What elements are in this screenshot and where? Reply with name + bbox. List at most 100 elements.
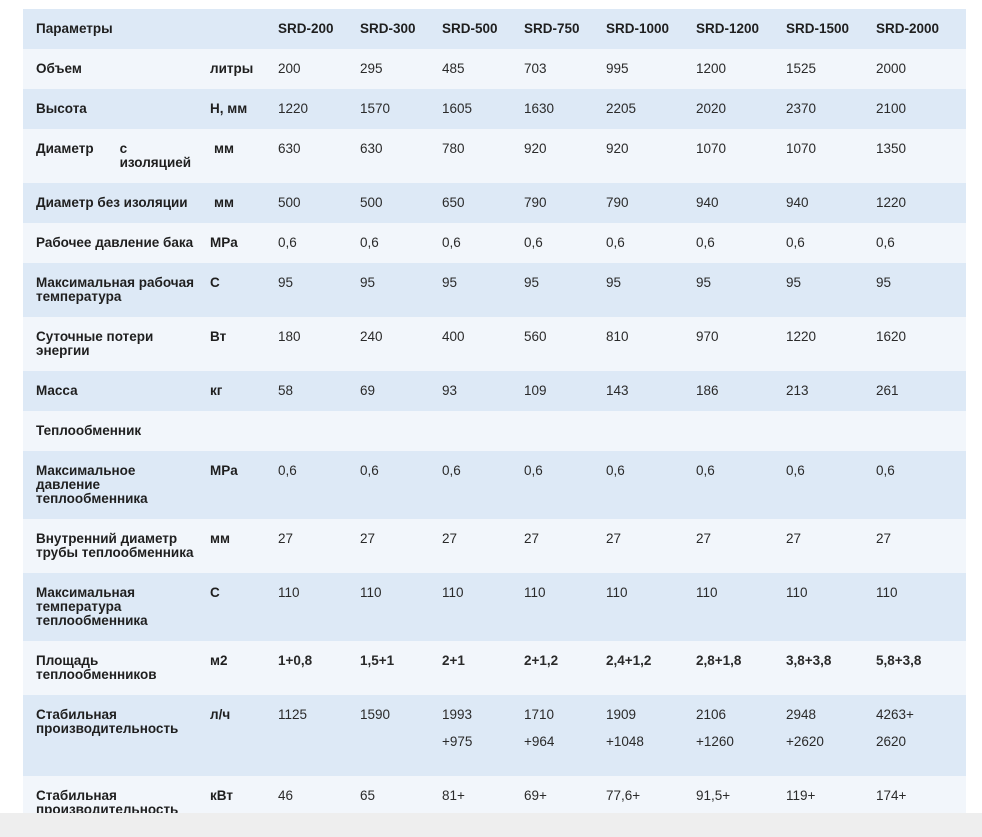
param-unit [210, 411, 278, 451]
value-cell: 1605 [442, 89, 524, 129]
param-name: Внутренний диаметр трубы теплообменника [23, 519, 210, 573]
value-cell: 1220 [876, 183, 966, 223]
value-cell: 180 [278, 317, 360, 371]
param-name: Максимальная температура теплообменника [23, 573, 210, 641]
value-cell: 1570 [360, 89, 442, 129]
value-cell [360, 411, 442, 451]
value-cell: 0,6 [876, 223, 966, 263]
value-cell: 630 [278, 129, 360, 183]
table-row: Диаметр с изоляцией мм 630 630 780 920 9… [23, 129, 966, 183]
value-cell: 0,6 [786, 451, 876, 519]
table-row: Максимальная рабочая температура С 95 95… [23, 263, 966, 317]
table-row: Стабильная производительность л/ч 1125 1… [23, 695, 966, 776]
value-cell: 790 [606, 183, 696, 223]
section-title: Теплообменник [23, 411, 210, 451]
value-line: 2620 [876, 734, 907, 749]
value-cell: 0,6 [278, 451, 360, 519]
param-name: Рабочее давление бака [23, 223, 210, 263]
value-cell [876, 411, 966, 451]
value-cell: 2106 +1260 [696, 695, 786, 776]
value-cell: 2+1 [442, 641, 524, 695]
value-cell: 940 [696, 183, 786, 223]
header-cell-model: SRD-200 [278, 9, 360, 49]
value-cell: 5,8+3,8 [876, 641, 966, 695]
table-row: Максимальная температура теплообменника … [23, 573, 966, 641]
value-cell: 1710 +964 [524, 695, 606, 776]
value-line: +975 [442, 734, 473, 749]
param-name: Диаметр с изоляцией [23, 129, 210, 183]
value-cell [442, 411, 524, 451]
value-cell: 0,6 [524, 451, 606, 519]
param-name: Максимальное давление теплообменника [23, 451, 210, 519]
value-cell: 3,8+3,8 [786, 641, 876, 695]
value-cell: 27 [442, 519, 524, 573]
value-cell: 0,6 [696, 223, 786, 263]
param-name: Стабильная производительность [23, 695, 210, 776]
value-cell: 110 [360, 573, 442, 641]
value-cell: 93 [442, 371, 524, 411]
header-cell-model: SRD-2000 [876, 9, 966, 49]
value-line: 1993 [442, 707, 473, 722]
table-row: Площадь теплообменников м2 1+0,8 1,5+1 2… [23, 641, 966, 695]
value-cell: 0,6 [442, 223, 524, 263]
value-cell [524, 411, 606, 451]
value-cell: 1070 [696, 129, 786, 183]
header-cell-model: SRD-1000 [606, 9, 696, 49]
value-cell: 1220 [278, 89, 360, 129]
value-cell: 1630 [524, 89, 606, 129]
header-cell-model: SRD-500 [442, 9, 524, 49]
value-cell: 995 [606, 49, 696, 89]
value-cell: 109 [524, 371, 606, 411]
value-cell: 400 [442, 317, 524, 371]
header-cell-unit [210, 9, 278, 49]
value-cell: 500 [360, 183, 442, 223]
value-cell: 703 [524, 49, 606, 89]
value-cell: 110 [606, 573, 696, 641]
param-unit: MPa [210, 451, 278, 519]
value-cell: 2,4+1,2 [606, 641, 696, 695]
param-name: Диаметр без изоляции [23, 183, 210, 223]
value-line: 4263+ [876, 707, 914, 722]
value-cell: 790 [524, 183, 606, 223]
value-cell: 69 [360, 371, 442, 411]
value-cell: 810 [606, 317, 696, 371]
param-unit: кг [210, 371, 278, 411]
value-cell: 0,6 [278, 223, 360, 263]
value-cell: 110 [442, 573, 524, 641]
value-cell: 110 [786, 573, 876, 641]
value-cell: 27 [524, 519, 606, 573]
value-cell [278, 411, 360, 451]
value-cell: 970 [696, 317, 786, 371]
value-cell: 2,8+1,8 [696, 641, 786, 695]
value-cell: 27 [876, 519, 966, 573]
value-cell: 27 [606, 519, 696, 573]
value-line: 1125 [278, 707, 308, 722]
value-cell: 780 [442, 129, 524, 183]
value-cell: 1070 [786, 129, 876, 183]
value-cell: 1,5+1 [360, 641, 442, 695]
value-line: 2948 [786, 707, 817, 722]
bottom-overlay-bar [0, 813, 982, 837]
value-line: 1909 [606, 707, 637, 722]
value-cell: 143 [606, 371, 696, 411]
value-cell: 1350 [876, 129, 966, 183]
param-unit: литры [210, 49, 278, 89]
param-name: Объем [23, 49, 210, 89]
header-cell-model: SRD-1200 [696, 9, 786, 49]
value-cell: 27 [360, 519, 442, 573]
table-row: Масса кг 58 69 93 109 143 186 213 261 [23, 371, 966, 411]
param-name-part: Диаметр [36, 141, 94, 156]
param-name: Площадь теплообменников [23, 641, 210, 695]
value-line: +1260 [696, 734, 734, 749]
table-section-row: Теплообменник [23, 411, 966, 451]
value-cell: 240 [360, 317, 442, 371]
value-cell: 213 [786, 371, 876, 411]
param-unit: Вт [210, 317, 278, 371]
value-cell: 95 [876, 263, 966, 317]
value-cell: 0,6 [360, 451, 442, 519]
value-cell: 0,6 [360, 223, 442, 263]
value-cell: 200 [278, 49, 360, 89]
value-line: 2106 [696, 707, 727, 722]
value-cell: 2000 [876, 49, 966, 89]
